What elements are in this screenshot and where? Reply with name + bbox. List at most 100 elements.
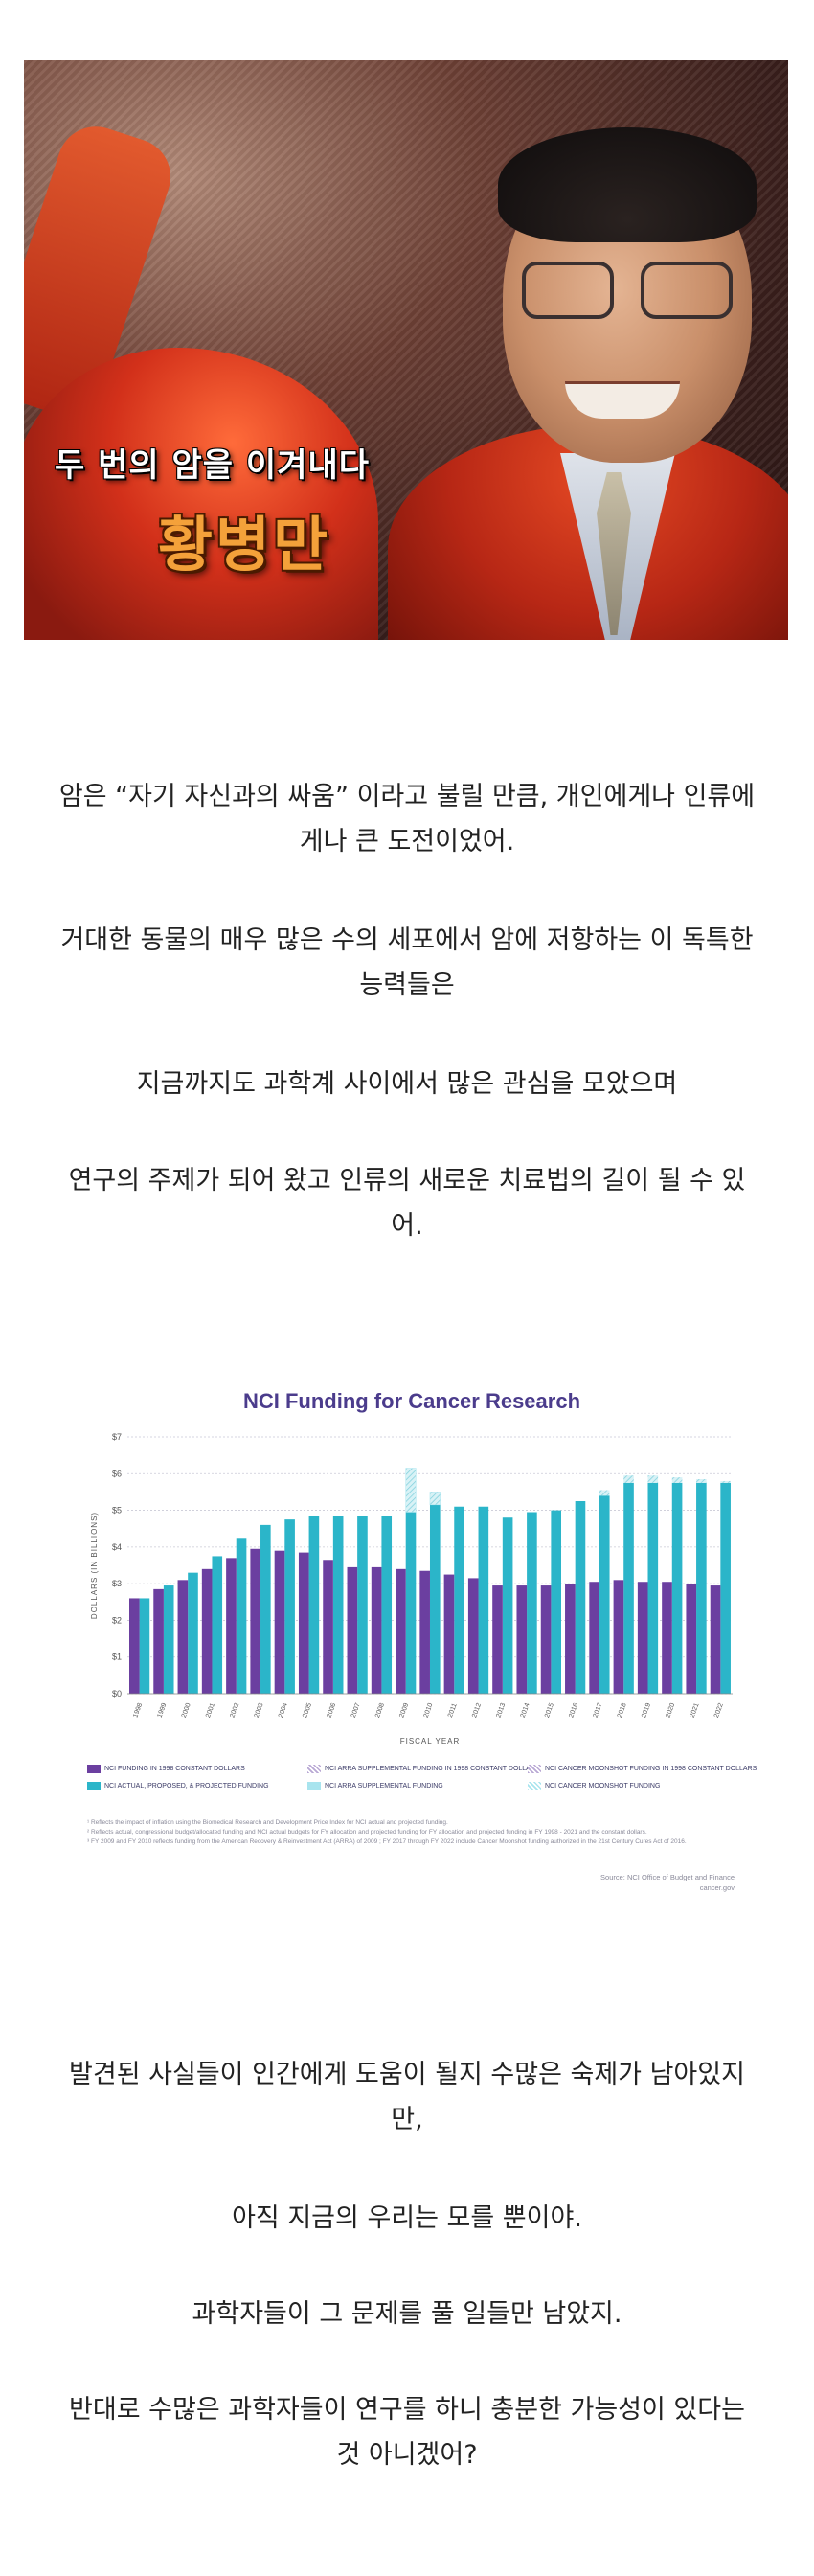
- chart-x-tick-label: 2020: [665, 1702, 676, 1719]
- chart-source-line: cancer.gov: [699, 1883, 735, 1892]
- chart-bar-actual: [599, 1495, 610, 1694]
- chart-x-tick-label: 2019: [641, 1702, 652, 1719]
- chart-bar-constant: [613, 1580, 624, 1694]
- chart-bar-actual: [623, 1482, 634, 1694]
- paragraph-3: 지금까지도 과학계 사이에서 많은 관심을 모았으며: [24, 1061, 790, 1106]
- chart-bar-actual: [284, 1519, 295, 1694]
- chart-bar-actual: [212, 1556, 223, 1694]
- hero-image: 두 번의 암을 이겨내다 황병만: [24, 60, 788, 640]
- chart-x-tick-label: 2002: [229, 1702, 240, 1719]
- chart-bar-actual: [332, 1516, 344, 1694]
- chart-legend-entry: NCI CANCER MOONSHOT FUNDING IN 1998 CONS…: [528, 1765, 757, 1773]
- chart-bar-constant: [298, 1552, 309, 1694]
- paragraph-line: 거대한 동물의 매우 많은 수의 세포에서 암에 저항하는 이 독특한: [60, 925, 754, 955]
- chart-x-tick-label: 2007: [350, 1702, 362, 1719]
- chart-x-tick-label: 2021: [690, 1702, 701, 1719]
- chart-bar-constant: [226, 1558, 237, 1694]
- paragraph-2: 거대한 동물의 매우 많은 수의 세포에서 암에 저항하는 이 독특한 능력들은: [24, 918, 790, 1008]
- chart-bar-constant: [492, 1585, 503, 1694]
- chart-x-axis-label: FISCAL YEAR: [400, 1737, 461, 1745]
- chart-x-tick-label: 1998: [132, 1702, 144, 1719]
- chart-x-tick-label: 2014: [520, 1702, 531, 1719]
- chart-bar-constant: [129, 1598, 140, 1694]
- paragraph-line: 어.: [391, 1211, 423, 1241]
- paragraph-line: 발견된 사실들이 인간에게 도움이 될지 수많은 숙제가 남아있지: [69, 2060, 745, 2089]
- chart-bar-constant: [396, 1568, 406, 1694]
- paragraph-7: 과학자들이 그 문제를 풀 일들만 남았지.: [24, 2291, 790, 2337]
- legend-label: NCI FUNDING IN 1998 CONSTANT DOLLARS: [104, 1766, 245, 1772]
- legend-swatch: [528, 1765, 541, 1773]
- chart-bar-actual: [163, 1585, 174, 1694]
- chart-bar-constant: [274, 1550, 285, 1694]
- chart-bar-constant: [323, 1560, 333, 1694]
- chart-bar-actual: [405, 1512, 417, 1694]
- chart-x-tick-label: 2022: [713, 1702, 725, 1719]
- paragraph-line: 것 아니겠어?: [336, 2440, 478, 2470]
- chart-bar-constant: [201, 1568, 213, 1694]
- hero-caption-name: 황병만: [158, 510, 331, 580]
- paragraph-6: 아직 지금의 우리는 모를 뿐이야.: [24, 2196, 790, 2241]
- paragraph-line: 지금까지도 과학계 사이에서 많은 관심을 모았으며: [136, 1069, 678, 1099]
- legend-label: NCI CANCER MOONSHOT FUNDING: [545, 1783, 661, 1790]
- paragraph-4: 연구의 주제가 되어 왔고 인류의 새로운 치료법의 길이 될 수 있 어.: [24, 1158, 790, 1248]
- chart-bar-actual: [139, 1598, 150, 1694]
- chart-bar-actual: [647, 1482, 659, 1694]
- chart-x-tick-label: 1999: [157, 1702, 169, 1719]
- chart-bar-constant: [443, 1574, 455, 1694]
- chart-legend-entry: NCI ARRA SUPPLEMENTAL FUNDING IN 1998 CO…: [307, 1765, 540, 1773]
- chart-x-tick-label: 2000: [181, 1702, 192, 1719]
- paragraph-line: 연구의 주제가 되어 왔고 인류의 새로운 치료법의 길이 될 수 있: [68, 1166, 746, 1196]
- chart-note: ³ FY 2009 and FY 2010 reflects funding f…: [87, 1838, 687, 1845]
- paragraph-line: 능력들은: [359, 970, 455, 1000]
- chart-bar-actual: [527, 1512, 537, 1694]
- legend-swatch: [87, 1782, 101, 1790]
- paragraph-line: 만,: [391, 2105, 423, 2134]
- legend-swatch: [528, 1782, 541, 1790]
- chart-x-tick-label: 2004: [278, 1702, 289, 1719]
- chart-bar-actual: [357, 1516, 368, 1694]
- chart-legend-entry: NCI ACTUAL, PROPOSED, & PROJECTED FUNDIN…: [87, 1782, 269, 1790]
- paragraph-1: 암은 “자기 자신과의 싸움” 이라고 불릴 만큼, 개인에게나 인류에 게나 …: [24, 774, 790, 864]
- chart-x-tick-label: 2012: [471, 1702, 483, 1719]
- chart-x-tick-label: 2010: [423, 1702, 435, 1719]
- chart-bar-constant: [686, 1584, 697, 1694]
- nci-funding-chart: NCI Funding for Cancer Research $0 $1 $2 $3…: [81, 1381, 757, 1913]
- chart-legend-entry: NCI ARRA SUPPLEMENTAL FUNDING: [307, 1782, 443, 1790]
- chart-bar-constant: [565, 1584, 576, 1694]
- paragraph-line: 아직 지금의 우리는 모를 뿐이야.: [232, 2203, 582, 2233]
- paragraph-line: 게나 큰 도전이었어.: [299, 827, 515, 856]
- chart-title: NCI Funding for Cancer Research: [242, 1389, 581, 1413]
- chart-y-tick-label: $2: [112, 1615, 122, 1625]
- hero-smile: [565, 381, 680, 419]
- chart-x-tick-label: 2003: [254, 1702, 265, 1719]
- chart-bar-constant: [662, 1582, 672, 1694]
- chart-bar-constant: [540, 1585, 552, 1694]
- paragraph-line: 암은 “자기 자신과의 싸움” 이라고 불릴 만큼, 개인에게나 인류에: [58, 782, 756, 811]
- chart-legend-entry: NCI FUNDING IN 1998 CONSTANT DOLLARS: [87, 1765, 245, 1773]
- chart-bar-actual: [671, 1482, 683, 1694]
- chart-bar-actual: [308, 1516, 320, 1694]
- chart-y-tick-label: $0: [112, 1689, 122, 1698]
- chart-bar-actual: [236, 1538, 247, 1694]
- legend-swatch: [307, 1765, 321, 1773]
- chart-x-tick-label: 2013: [495, 1702, 507, 1719]
- chart-bar-actual: [696, 1482, 707, 1694]
- chart-x-tick-label: 2008: [374, 1702, 386, 1719]
- chart-y-tick-label: $6: [112, 1469, 122, 1478]
- chart-bar-arra: [405, 1468, 417, 1513]
- chart-plot: $0 $1 $2 $3 $4 $5 $6 $7 DOLLARS (IN BILLIONS) 199…: [90, 1432, 733, 1745]
- chart-bar-constant: [153, 1588, 164, 1694]
- hero-caption-subtitle: 두 번의 암을 이겨내다: [55, 446, 371, 485]
- legend-label: NCI CANCER MOONSHOT FUNDING IN 1998 CONS…: [545, 1766, 757, 1772]
- chart-bar-constant: [467, 1578, 479, 1694]
- chart-x-tick-label: 2017: [593, 1702, 604, 1719]
- chart-note: ² Reflects actual, congressional budget/…: [87, 1829, 647, 1835]
- chart-x-tick-label: 2011: [447, 1702, 459, 1719]
- chart-y-axis-label: DOLLARS (IN BILLIONS): [90, 1512, 99, 1619]
- chart-bar-moonshot: [720, 1480, 731, 1483]
- legend-label: NCI ARRA SUPPLEMENTAL FUNDING: [325, 1783, 443, 1790]
- chart-x-tick-label: 2009: [398, 1702, 410, 1719]
- chart-legend: NCI FUNDING IN 1998 CONSTANT DOLLARS NCI …: [87, 1765, 757, 1812]
- chart-bar-arra: [429, 1492, 441, 1506]
- chart-y-tick-label: $5: [112, 1506, 122, 1516]
